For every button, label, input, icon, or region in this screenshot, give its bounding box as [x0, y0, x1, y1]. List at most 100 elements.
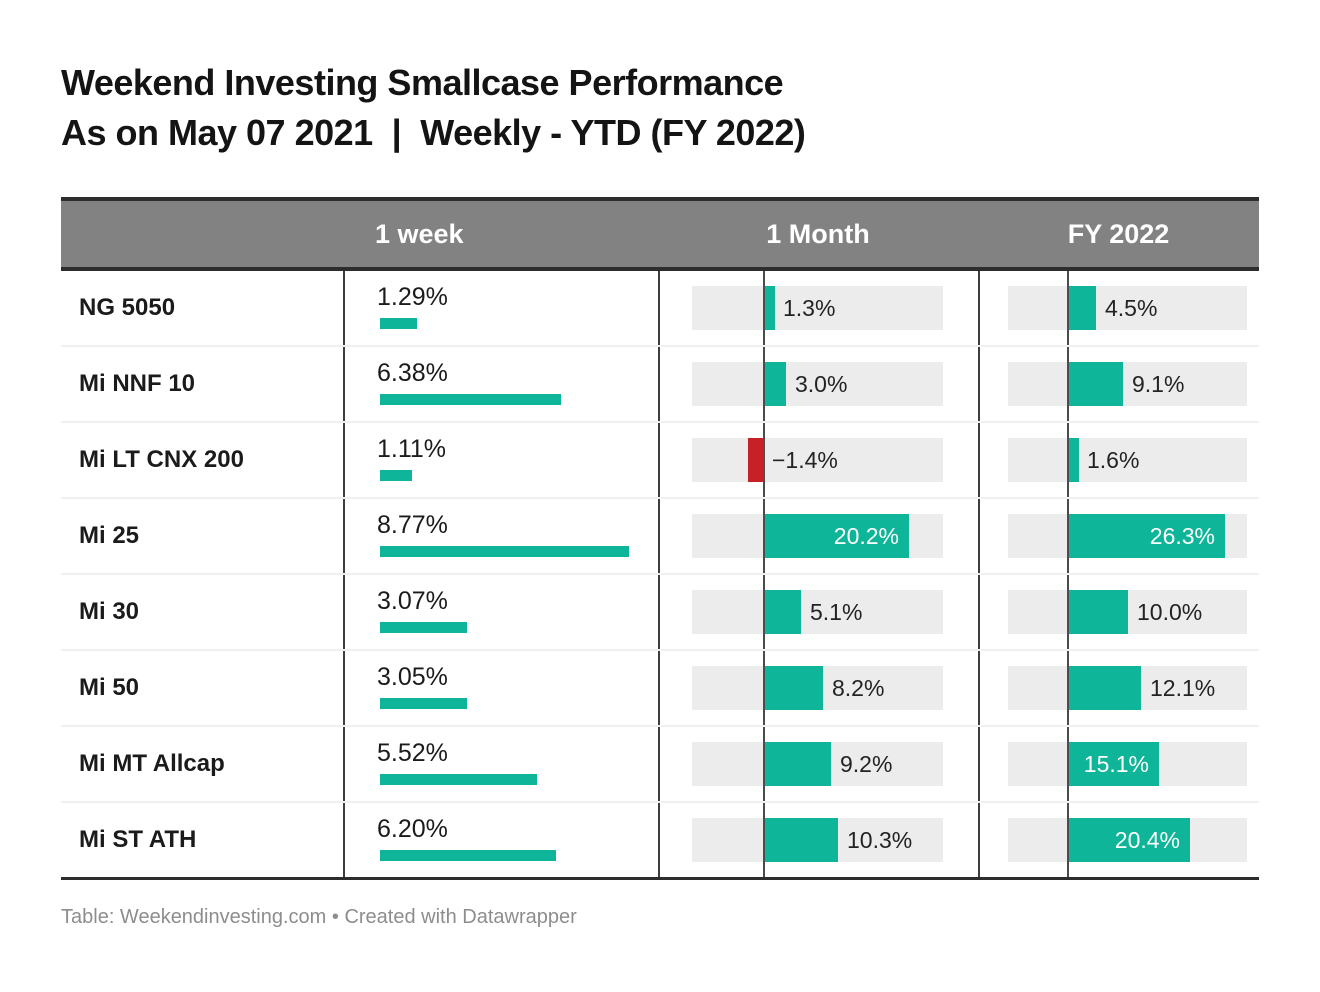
month-bar: [765, 818, 838, 862]
bar-track: [692, 438, 943, 482]
fy-bar: [1069, 362, 1123, 406]
table-row: Mi 30 3.07% 5.1% 10.0%: [61, 575, 1259, 651]
col-header-1week: 1 week: [375, 218, 464, 249]
fy-bar: [1069, 666, 1141, 710]
month-bar: [765, 286, 775, 330]
week-value: 3.07%: [377, 587, 448, 615]
bar-value-label: 20.2%: [833, 522, 899, 549]
bar-value-label: 4.5%: [1105, 295, 1158, 321]
bar-track: [1008, 362, 1247, 406]
zero-line-icon: [1067, 347, 1069, 421]
zero-line-icon: [1067, 271, 1069, 345]
zero-line-icon: [763, 651, 765, 725]
performance-table: 1 week 1 Month FY 2022 NG 5050 1.29% 1.3…: [61, 197, 1259, 880]
table-body: NG 5050 1.29% 1.3% 4.5% Mi NNF 10 6.38% …: [61, 271, 1259, 880]
month-bar: [765, 742, 831, 786]
week-value: 6.38%: [377, 359, 448, 387]
table-row: Mi 50 3.05% 8.2% 12.1%: [61, 651, 1259, 727]
zero-line-icon: [763, 271, 765, 345]
fy-cell: 9.1%: [978, 347, 1259, 421]
bar-value-label: 9.2%: [840, 751, 893, 777]
fy-bar: 15.1%: [1069, 742, 1159, 786]
fy-cell: 20.4%: [978, 803, 1259, 877]
row-label: Mi ST ATH: [79, 826, 197, 853]
row-label: NG 5050: [79, 294, 176, 321]
bar-track: [692, 362, 943, 406]
week-value: 5.52%: [377, 739, 448, 767]
fy-bar: [1069, 286, 1096, 330]
week-bar: [380, 774, 537, 785]
bar-value-label: 1.3%: [783, 295, 836, 321]
month-bar: [765, 362, 786, 406]
month-cell: 8.2%: [658, 651, 978, 725]
fy-cell: 12.1%: [978, 651, 1259, 725]
bar-value-label: 20.4%: [1114, 826, 1180, 853]
bar-value-label: 10.0%: [1137, 599, 1203, 625]
week-bar: [380, 470, 412, 481]
fy-bar: [1069, 438, 1079, 482]
zero-line-icon: [1067, 803, 1069, 877]
bar-value-label: 15.1%: [1083, 750, 1149, 777]
bar-track: [692, 590, 943, 634]
month-bar: [748, 438, 764, 482]
bar-value-label: 5.1%: [810, 599, 863, 625]
week-bar: [380, 546, 629, 557]
zero-line-icon: [1067, 651, 1069, 725]
source-footer: Table: Weekendinvesting.com • Created wi…: [61, 906, 577, 928]
week-cell: 1.11%: [343, 423, 658, 497]
week-cell: 6.38%: [343, 347, 658, 421]
bar-value-label: 12.1%: [1150, 675, 1216, 701]
table-header-row: 1 week 1 Month FY 2022: [61, 197, 1259, 271]
week-cell: 8.77%: [343, 499, 658, 573]
table-row: Mi 25 8.77% 20.2% 26.3%: [61, 499, 1259, 575]
month-cell: 20.2%: [658, 499, 978, 573]
row-label: Mi 25: [79, 522, 140, 549]
zero-line-icon: [1067, 727, 1069, 801]
title-block: Weekend Investing Smallcase Performance …: [61, 58, 806, 158]
month-cell: −1.4%: [658, 423, 978, 497]
week-cell: 1.29%: [343, 271, 658, 345]
row-label: Mi NNF 10: [79, 370, 196, 397]
zero-line-icon: [1067, 575, 1069, 649]
week-cell: 6.20%: [343, 803, 658, 877]
zero-line-icon: [763, 423, 765, 497]
week-cell: 3.07%: [343, 575, 658, 649]
month-bar: [765, 666, 823, 710]
fy-cell: 26.3%: [978, 499, 1259, 573]
chart-subtitle: As on May 07 2021 | Weekly - YTD (FY 202…: [61, 112, 806, 153]
week-cell: 5.52%: [343, 727, 658, 801]
month-cell: 1.3%: [658, 271, 978, 345]
row-label: Mi LT CNX 200: [79, 446, 244, 473]
table-row: Mi ST ATH 6.20% 10.3% 20.4%: [61, 803, 1259, 877]
zero-line-icon: [763, 575, 765, 649]
col-header-fy2022: FY 2022: [1067, 218, 1170, 249]
week-bar: [380, 318, 417, 329]
fy-cell: 4.5%: [978, 271, 1259, 345]
bar-value-label: 3.0%: [795, 371, 848, 397]
week-cell: 3.05%: [343, 651, 658, 725]
week-bar: [380, 622, 467, 633]
zero-line-icon: [763, 499, 765, 573]
month-cell: 10.3%: [658, 803, 978, 877]
row-label: Mi 30: [79, 598, 140, 625]
fy-cell: 1.6%: [978, 423, 1259, 497]
week-value: 1.11%: [377, 435, 447, 463]
week-bar: [380, 698, 467, 709]
zero-line-icon: [763, 803, 765, 877]
month-bar: [765, 590, 801, 634]
month-cell: 5.1%: [658, 575, 978, 649]
week-value: 8.77%: [377, 511, 448, 539]
bar-value-label: 1.6%: [1087, 447, 1140, 473]
table-row: Mi LT CNX 200 1.11% −1.4% 1.6%: [61, 423, 1259, 499]
table-row: Mi MT Allcap 5.52% 9.2% 15.1%: [61, 727, 1259, 803]
zero-line-icon: [1067, 499, 1069, 573]
table-row: NG 5050 1.29% 1.3% 4.5%: [61, 271, 1259, 347]
week-bar: [380, 394, 561, 405]
bar-value-label: 8.2%: [832, 675, 885, 701]
bar-value-label: 26.3%: [1149, 522, 1215, 549]
zero-line-icon: [763, 727, 765, 801]
bar-value-label: 10.3%: [847, 827, 913, 853]
bar-track: [692, 286, 943, 330]
fy-cell: 15.1%: [978, 727, 1259, 801]
